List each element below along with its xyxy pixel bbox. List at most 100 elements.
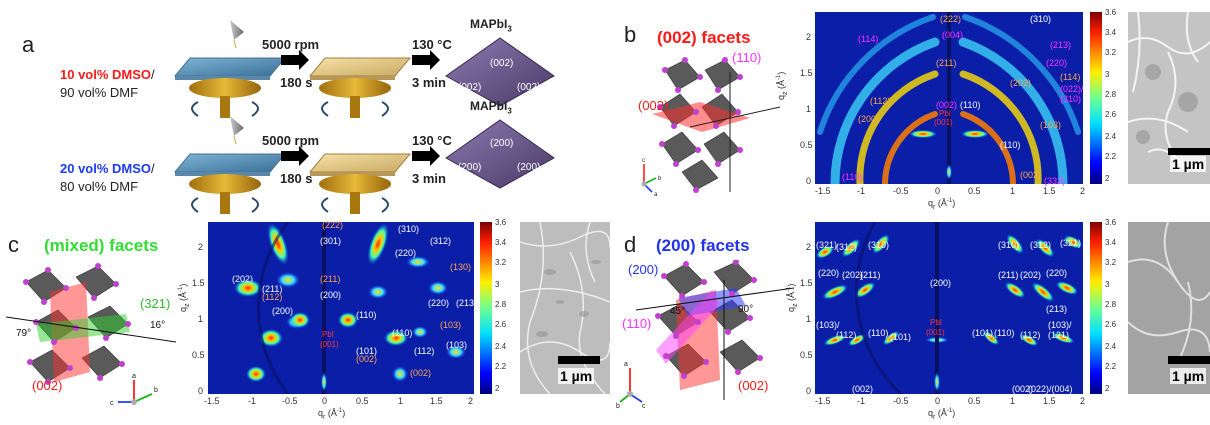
peak-label: (321) [1060, 238, 1082, 248]
plane-200-label: (200) [628, 262, 659, 277]
x-tick: -0.5 [893, 186, 909, 196]
peak-label: (200) [320, 290, 342, 300]
x-tick: 1.5 [1043, 186, 1056, 196]
plane-002-label: (002) [32, 378, 63, 393]
peak-label: (001) [934, 118, 953, 127]
slash: / [151, 161, 155, 176]
svg-text:c: c [110, 400, 114, 407]
perovskite-film-row2-icon [445, 119, 555, 189]
peak-label: (130) [450, 262, 472, 272]
peak-label: (121) [1048, 330, 1070, 340]
peak-label: (220) [428, 298, 450, 308]
peak-label: (022)/ [1060, 84, 1084, 94]
x-tick: 0 [322, 396, 328, 406]
cbar-tick: 2 [495, 384, 500, 393]
spin-speed-row2: 5000 rpm [262, 133, 320, 148]
peak-label: (200) [272, 306, 294, 316]
arrow-right-icon [281, 146, 309, 166]
peak-label: PbI [322, 330, 335, 339]
peak-label: (112) [414, 346, 435, 356]
peak-label: (110) [960, 100, 981, 110]
scale-bar-label: 1 µm [1170, 368, 1207, 384]
colorbar-b [1090, 12, 1102, 184]
peak-label: (211) [320, 274, 341, 284]
cbar-tick: 2.8 [495, 300, 507, 309]
panel-letter-b: b [624, 22, 637, 47]
cbar-tick: 2.8 [1105, 300, 1117, 309]
cbar-tick: 3.2 [1105, 48, 1117, 57]
cbar-tick: 2.2 [1105, 152, 1117, 161]
peak-label: (112) [262, 292, 283, 302]
dmf-90-label: 90 vol% DMF [60, 85, 139, 100]
sem-image-b [1128, 12, 1210, 184]
product-label-row1: MAPbI3 [470, 17, 512, 34]
peak-label: (310) [1060, 94, 1082, 104]
cbar-tick: 3.4 [1105, 28, 1117, 37]
cbar-tick: 2.8 [1105, 90, 1117, 99]
svg-text:b: b [154, 387, 158, 394]
peak-label: (103)/ [816, 320, 840, 330]
svg-text:a: a [132, 373, 136, 380]
spin-time-row1: 180 s [280, 75, 313, 90]
cbar-tick: 2.2 [495, 362, 507, 371]
y-tick: 1 [806, 104, 812, 114]
peak-label: (202) [232, 274, 254, 284]
x-tick: -0.5 [893, 396, 909, 406]
pipette-icon [230, 116, 244, 136]
y-tick: 1 [198, 314, 204, 324]
peak-label: (310) [998, 240, 1020, 250]
facet-label: (200) [458, 162, 482, 173]
panel-letter-d: d [624, 232, 637, 257]
y-tick: 0 [806, 176, 812, 186]
crystal-structure-mixed: a b c [6, 263, 177, 407]
spin-speed-row1: 5000 rpm [262, 37, 320, 52]
cbar-tick: 3 [495, 280, 500, 289]
giwaxs-map-d [815, 222, 1083, 394]
panel-c-title: (mixed) facets [44, 236, 159, 255]
y-axis-label: qz (Å-1) [786, 283, 799, 312]
plane-321-label: (321) [140, 296, 171, 311]
facet-label: (002) [517, 82, 541, 93]
peak-label: (220) [818, 268, 840, 278]
angle-label: 16° [150, 320, 166, 331]
x-tick: 1 [1010, 396, 1016, 406]
y-tick: 0 [198, 386, 204, 396]
facet-label: (200) [490, 138, 514, 149]
dmf-80-label: 80 vol% DMF [60, 179, 139, 194]
peak-label: PbI [939, 109, 952, 118]
x-tick: 0 [935, 186, 941, 196]
peak-label: (202) [1010, 78, 1032, 88]
y-axis-label: qz (Å-1) [178, 283, 191, 312]
x-tick: -1.5 [815, 186, 831, 196]
x-tick: 0.5 [356, 396, 369, 406]
x-tick: 2 [1080, 186, 1086, 196]
scale-bar-label: 1 µm [1170, 156, 1207, 172]
peak-label: (022)/(004) [1028, 384, 1073, 394]
peak-label: (312) [836, 242, 858, 252]
cbar-tick: 3 [1105, 70, 1110, 79]
angle-label: 79° [16, 328, 32, 339]
peak-label: (112) [1020, 330, 1041, 340]
peak-label: (002) [936, 100, 958, 110]
spin-chuck-icon [189, 78, 261, 98]
peak-label: (112) [836, 330, 857, 340]
peak-label: (222) [322, 220, 344, 230]
cbar-tick: 2.6 [495, 320, 507, 329]
angle-label: 90° [740, 120, 756, 131]
peak-label: (220) [1046, 58, 1068, 68]
peak-label: (110) [994, 328, 1015, 338]
solvent-label-row2: 20 vol% DMSO/ 80 vol% DMF [60, 160, 155, 196]
peak-label: (321) [816, 240, 838, 250]
cbar-tick: 3.2 [1105, 258, 1117, 267]
perovskite-film-row1-icon [445, 37, 555, 107]
peak-label: (114) [1060, 72, 1081, 82]
peak-label: (211) [998, 270, 1019, 280]
angle-label: 90° [738, 304, 754, 315]
arrow-right-icon [412, 146, 440, 166]
svg-text:a: a [654, 192, 658, 197]
x-tick: -1 [248, 396, 257, 406]
angle-label: 45° [670, 306, 686, 317]
panel-letter-a: a [22, 32, 35, 57]
x-tick: 2 [468, 396, 474, 406]
peak-label: (310) [398, 224, 420, 234]
